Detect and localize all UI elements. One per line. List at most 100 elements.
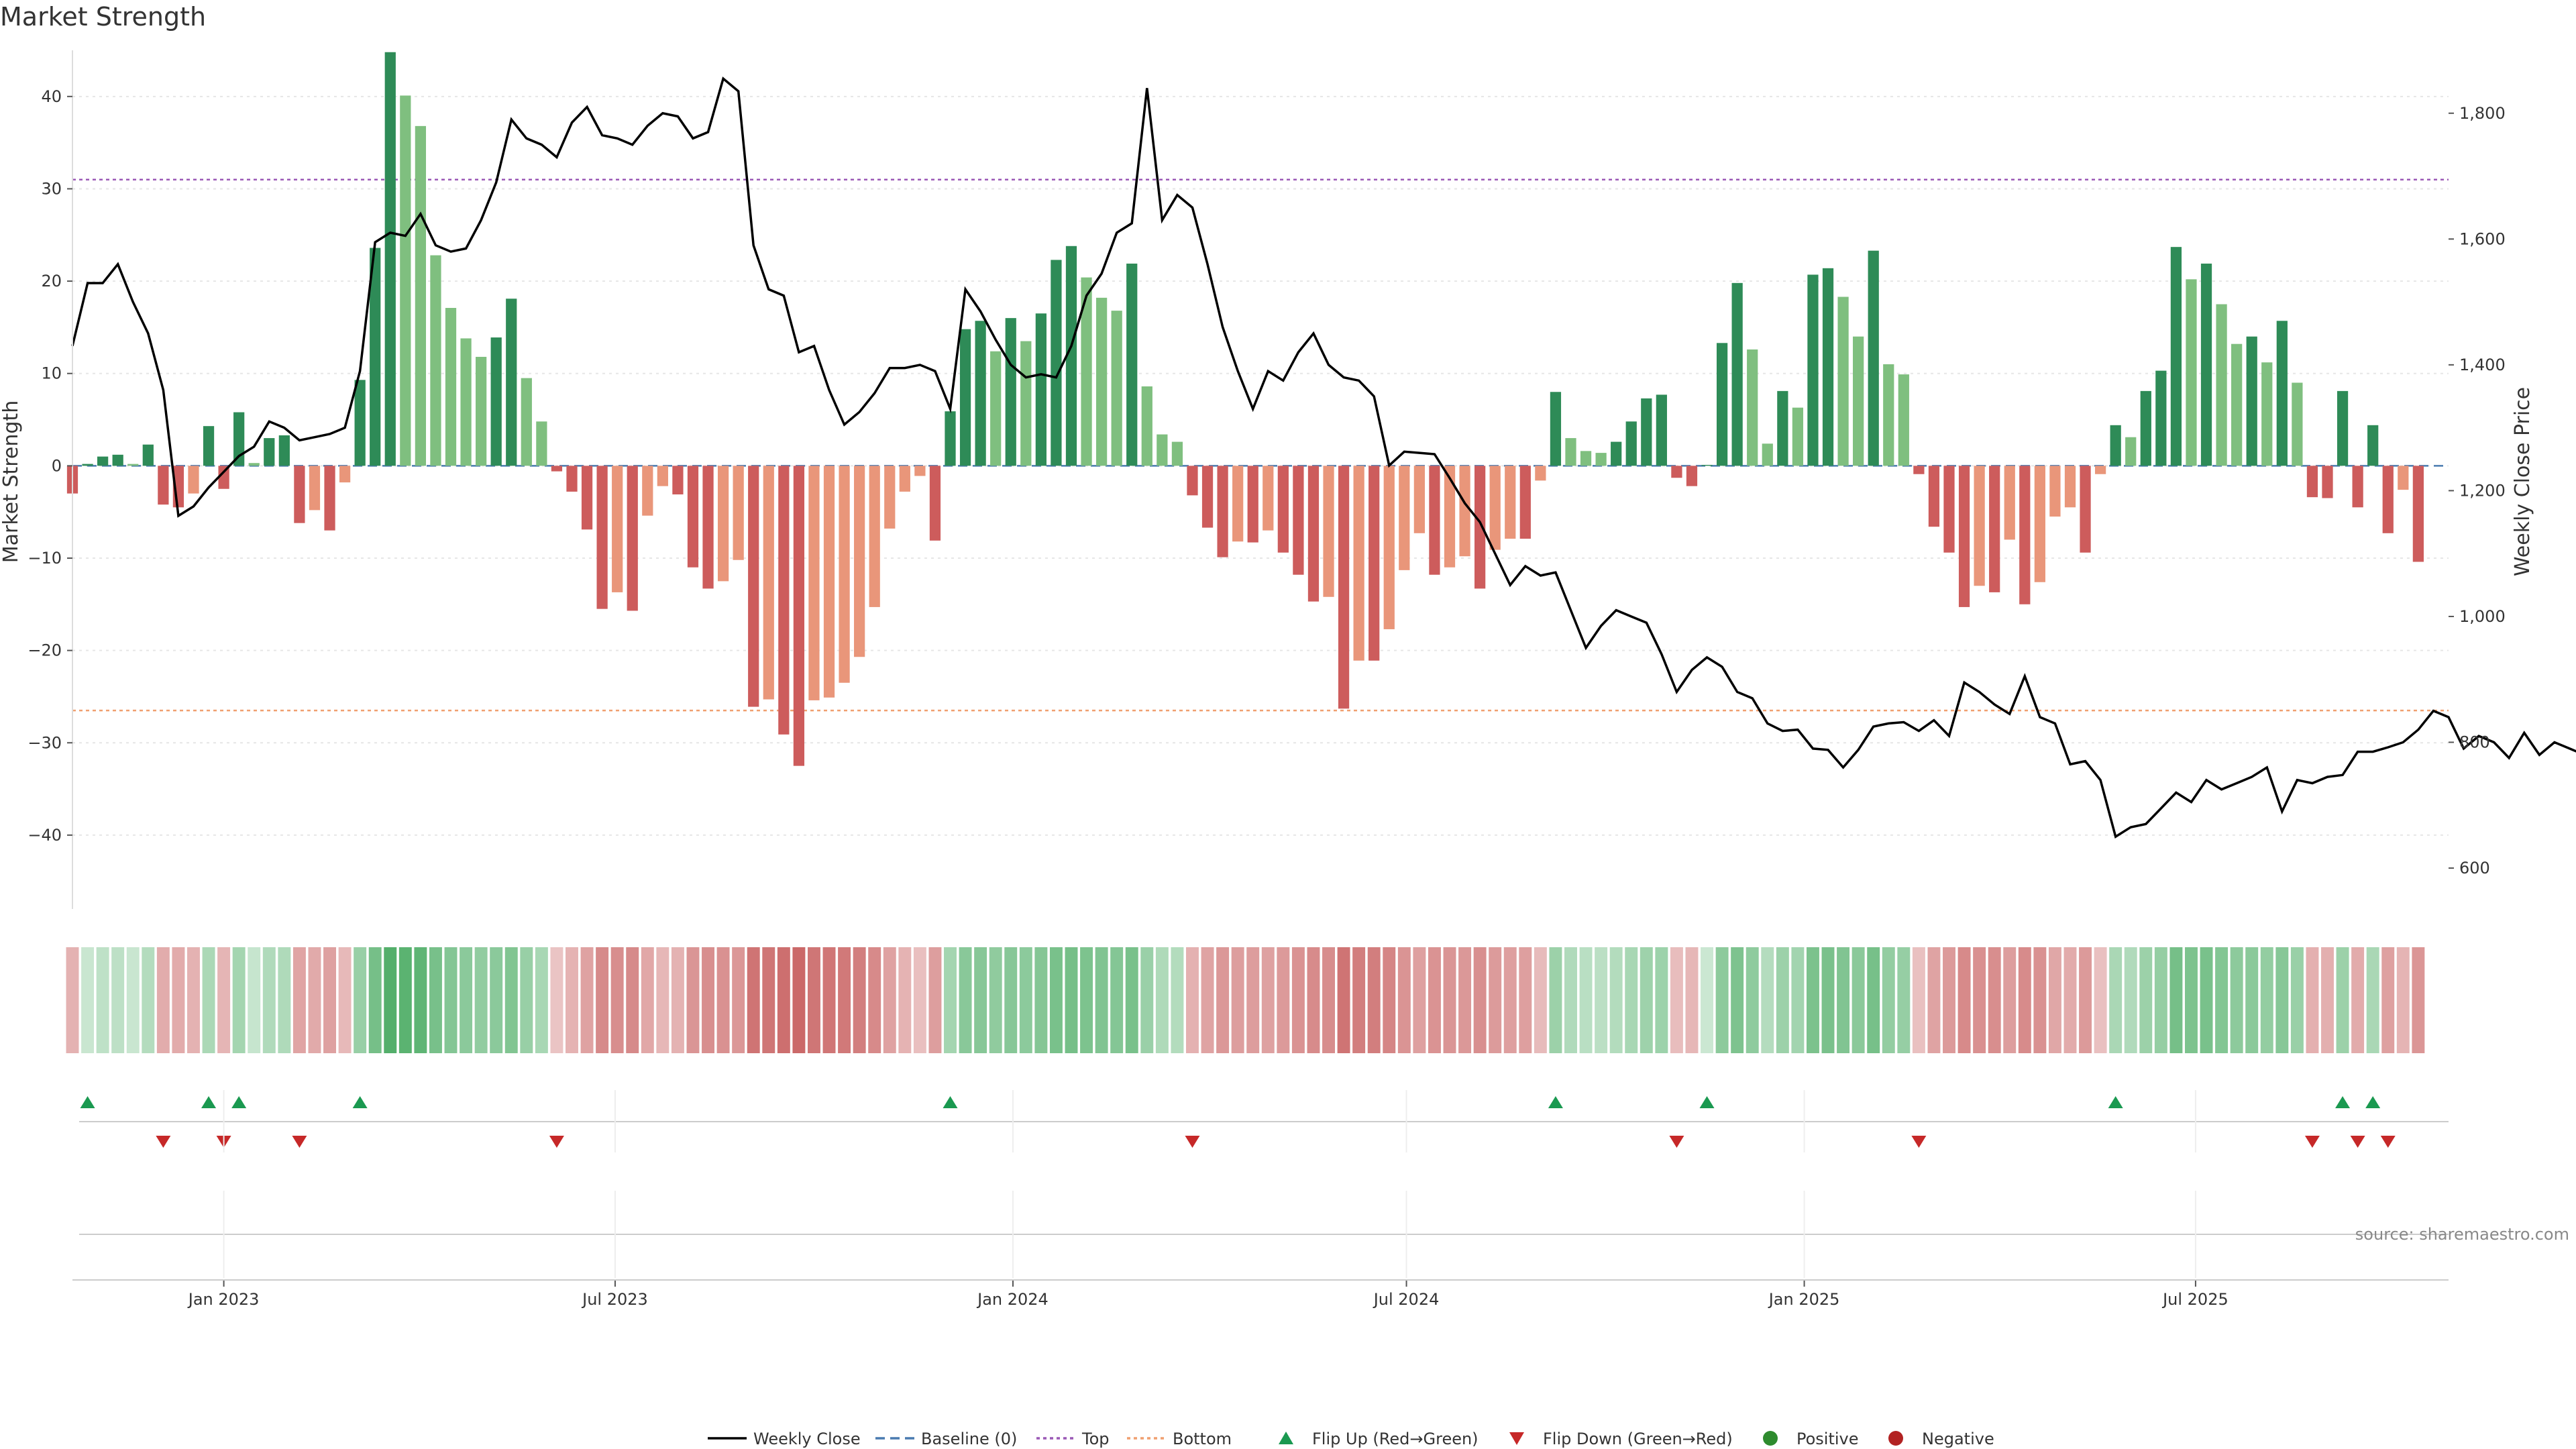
strength-bar [612, 466, 623, 592]
strength-bar [2352, 466, 2363, 508]
heat-cell [1776, 947, 1789, 1053]
strength-bar [294, 466, 305, 523]
heat-cell [444, 947, 458, 1053]
left-tick-label: −10 [28, 549, 62, 568]
heat-cell [1246, 947, 1260, 1053]
heat-cell [1473, 947, 1487, 1053]
heat-cell [1851, 947, 1865, 1053]
heat-cell [323, 947, 336, 1053]
heat-cell [2185, 947, 2198, 1053]
strength-bar [1293, 466, 1304, 575]
heat-cell [142, 947, 155, 1053]
heat-cell [732, 947, 745, 1053]
heat-cell [1867, 947, 1880, 1053]
strength-bar [1095, 297, 1108, 466]
heat-cell [1746, 947, 1759, 1053]
heat-cell [2109, 947, 2123, 1053]
strength-bar [430, 255, 441, 466]
strength-bar [793, 466, 805, 766]
heat-cell [610, 947, 624, 1053]
x-tick-label: Jul 2023 [581, 1290, 648, 1309]
heat-cell [626, 947, 639, 1053]
heat-cell [1155, 947, 1169, 1053]
x-tick-label: Jul 2025 [2161, 1290, 2229, 1309]
strength-bar [1837, 297, 1849, 466]
heat-cell [580, 947, 594, 1053]
heat-cell [504, 947, 518, 1053]
strength-bar [1792, 407, 1804, 466]
strength-bar [82, 464, 93, 466]
right-tick-label: 600 [2459, 859, 2490, 877]
right-axis: 1,800 1,600 1,400 1,200 1,000 800 600 [2449, 104, 2506, 877]
x-tick-label: Jan 2025 [1768, 1290, 1840, 1309]
heat-cell [1140, 947, 1154, 1053]
heat-cell [1397, 947, 1411, 1053]
strength-bar [1429, 466, 1440, 575]
heat-cell [1095, 947, 1108, 1053]
strength-bar [1671, 466, 1682, 478]
strength-bar [2322, 466, 2333, 498]
strength-bar [1580, 451, 1592, 466]
strength-heat-strip [66, 947, 2425, 1053]
strength-bar [2200, 263, 2212, 466]
flip-down-marker [1185, 1136, 1200, 1148]
heat-cell [81, 947, 95, 1053]
left-tick-label: 0 [52, 456, 62, 475]
strength-bar [445, 308, 457, 466]
heat-cell [807, 947, 820, 1053]
heat-cell [2033, 947, 2047, 1053]
strength-bar [158, 466, 169, 505]
heat-cell [2290, 947, 2304, 1053]
strength-bar [2306, 466, 2318, 498]
strength-bar [1323, 466, 1334, 597]
heat-cell [1110, 947, 1124, 1053]
heat-cell [1367, 947, 1381, 1053]
heat-cell [1383, 947, 1396, 1053]
strength-bar [2034, 466, 2045, 582]
strength-bar [1232, 466, 1244, 542]
strength-bar [1065, 246, 1077, 466]
strength-bar [808, 466, 820, 700]
left-tick-label: −30 [28, 733, 62, 752]
heat-cell [2215, 947, 2229, 1053]
heat-cell [747, 947, 760, 1053]
source-note: source: sharemaestro.com [2355, 1225, 2569, 1244]
strength-bar [2080, 466, 2091, 553]
heat-cell [989, 947, 1002, 1053]
legend-swatch [1509, 1432, 1524, 1445]
heat-cell [308, 947, 321, 1053]
right-tick-label: 1,600 [2459, 229, 2506, 248]
right-tick-label: 1,800 [2459, 104, 2506, 123]
heat-cell [1080, 947, 1093, 1053]
left-tick-label: −40 [28, 826, 62, 845]
left-axis: 40 30 20 10 0 −10 −20 −30 −40 [28, 50, 73, 909]
strength-bar [1656, 394, 1667, 466]
heat-cell [792, 947, 806, 1053]
legend-item: Flip Up (Red→Green) [1279, 1430, 1479, 1448]
strength-bar [1413, 466, 1425, 533]
heat-cell [944, 947, 957, 1053]
strength-bar [264, 438, 275, 466]
strength-bar [1035, 313, 1046, 466]
x-tick-label: Jul 2024 [1373, 1290, 1440, 1309]
strength-bar [1399, 466, 1410, 570]
strength-bar [929, 466, 941, 541]
right-tick-label: 1,000 [2459, 607, 2506, 626]
legend-item: Bottom [1127, 1430, 1232, 1448]
strength-bar [460, 338, 472, 466]
heat-cell [2154, 947, 2167, 1053]
strength-bar [112, 454, 123, 466]
legend-label: Weekly Close [753, 1430, 861, 1448]
heat-cell [1291, 947, 1305, 1053]
heat-cell [596, 947, 609, 1053]
heat-cell [1609, 947, 1623, 1053]
strength-bar [2261, 362, 2273, 466]
strength-bar [2276, 321, 2288, 466]
heat-cell [762, 947, 775, 1053]
strength-bar [763, 466, 774, 700]
heat-cell [1034, 947, 1048, 1053]
strength-bar [1777, 390, 1788, 466]
heat-cell [1943, 947, 1955, 1053]
heat-cell [641, 947, 654, 1053]
heat-cell [1049, 947, 1063, 1053]
